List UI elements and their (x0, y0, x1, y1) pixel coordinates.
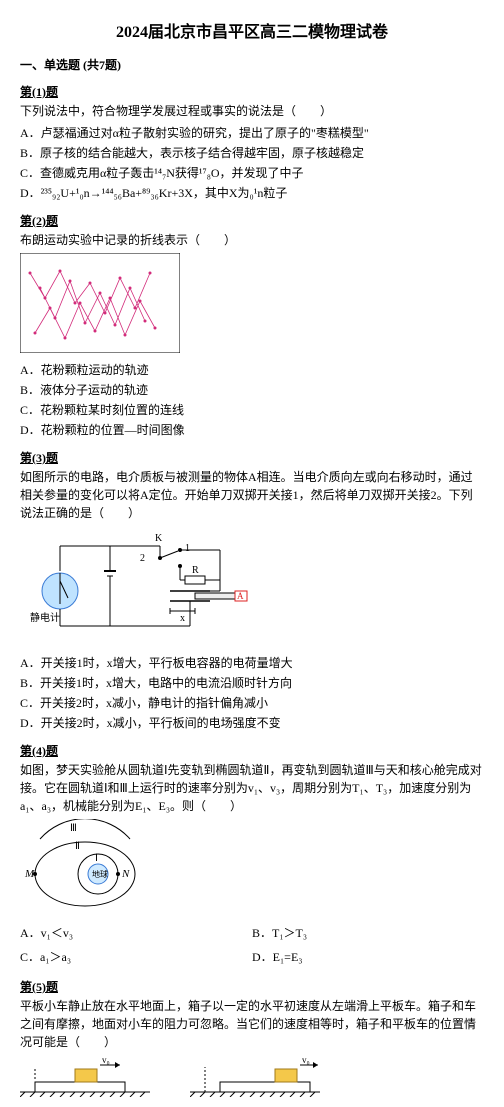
q4-figure: 地球 M N Ⅰ Ⅱ Ⅲ (20, 819, 484, 918)
q1-number: 第(1)题 (20, 83, 484, 100)
q5-number: 第(5)题 (20, 978, 484, 995)
q1-stem: 下列说法中，符合物理学发展过程或事实的说法是（ ） (20, 102, 484, 120)
q3-label-k: K (155, 533, 163, 544)
q2-option-b: B．液体分子运动的轨迹 (20, 381, 484, 399)
q3-option-b: B．开关接1时，x增大，电路中的电流沿顺时针方向 (20, 674, 484, 692)
q4-label-ii: Ⅱ (75, 841, 80, 852)
q4-label-iii: Ⅲ (70, 823, 77, 834)
q3-label-2: 2 (140, 553, 145, 564)
q3-option-d: D．开关接2时，x减小，平行板间的电场强度不变 (20, 714, 484, 732)
q4-label-earth: 地球 (92, 869, 108, 879)
q4-option-d: D．E₁=E₃ (252, 948, 484, 966)
q5-right-v0: v₀ (302, 1057, 310, 1065)
q1-option-d: D．²³⁵₉₂U+¹₀n→¹⁴⁴₅₆Ba+⁸⁹₃₆Kr+3X，其中X为₀¹n粒子 (20, 184, 484, 202)
q2-figure (20, 253, 484, 357)
exam-title: 2024届北京市昌平区高三二模物理试卷 (20, 18, 484, 42)
q3-option-a: A．开关接1时，x增大，平行板电容器的电荷量增大 (20, 654, 484, 672)
q4-label-n: N (121, 868, 130, 880)
q3-label-a: A (237, 591, 244, 601)
q5-fig-left: v₀ (20, 1057, 150, 1097)
section-1-heading: 一、单选题 (共7题) (20, 56, 484, 73)
q4-option-a: A．v₁＜v₃ (20, 924, 252, 942)
q1-option-b: B．原子核的结合能越大，表示核子结合得越牢固，原子核越稳定 (20, 144, 484, 162)
q4-option-b: B．T₁＞T₃ (252, 924, 484, 942)
q3-label-jdj: 静电计 (30, 611, 60, 624)
q5-stem: 平板小车静止放在水平地面上，箱子以一定的水平初速度从左端滑上平板车。箱子和车之间… (20, 997, 484, 1051)
q4-number: 第(4)题 (20, 742, 484, 759)
q3-stem: 如图所示的电路，电介质板与被测量的物体A相连。当电介质向左或向右移动时，通过相关… (20, 468, 484, 522)
q4-stem: 如图，梦天实验舱从圆轨道Ⅰ先变轨到椭圆轨道Ⅱ，再变轨到圆轨道Ⅲ与天和核心舱完成对… (20, 761, 484, 815)
q3-label-1: 1 (185, 543, 190, 554)
q2-option-a: A．花粉颗粒运动的轨迹 (20, 361, 484, 379)
q4-label-i: Ⅰ (95, 853, 98, 864)
q2-stem: 布朗运动实验中记录的折线表示（ ） (20, 231, 484, 249)
q2-option-d: D．花粉颗粒的位置—时间图像 (20, 421, 484, 439)
q3-number: 第(3)题 (20, 449, 484, 466)
q2-option-c: C．花粉颗粒某时刻位置的连线 (20, 401, 484, 419)
q3-label-x: x (180, 613, 185, 624)
q5-left-v0: v₀ (102, 1057, 110, 1065)
q1-option-c: C．查德威克用α粒子轰击¹⁴₇N获得¹⁷₈O，并发现了中子 (20, 164, 484, 182)
q4-option-c: C．a₁＞a₃ (20, 948, 252, 966)
q3-figure: K 2 1 R A x 静电计 (20, 526, 484, 650)
q4-label-m: M (24, 868, 35, 880)
q3-option-c: C．开关接2时，x减小，静电计的指针偏角减小 (20, 694, 484, 712)
q2-number: 第(2)题 (20, 212, 484, 229)
q5-figures: v₀ v₀ (20, 1057, 484, 1097)
q3-label-r: R (192, 565, 199, 576)
q1-option-a: A．卢瑟福通过对α粒子散射实验的研究，提出了原子的"枣糕模型" (20, 124, 484, 142)
q5-fig-right: v₀ (190, 1057, 320, 1097)
